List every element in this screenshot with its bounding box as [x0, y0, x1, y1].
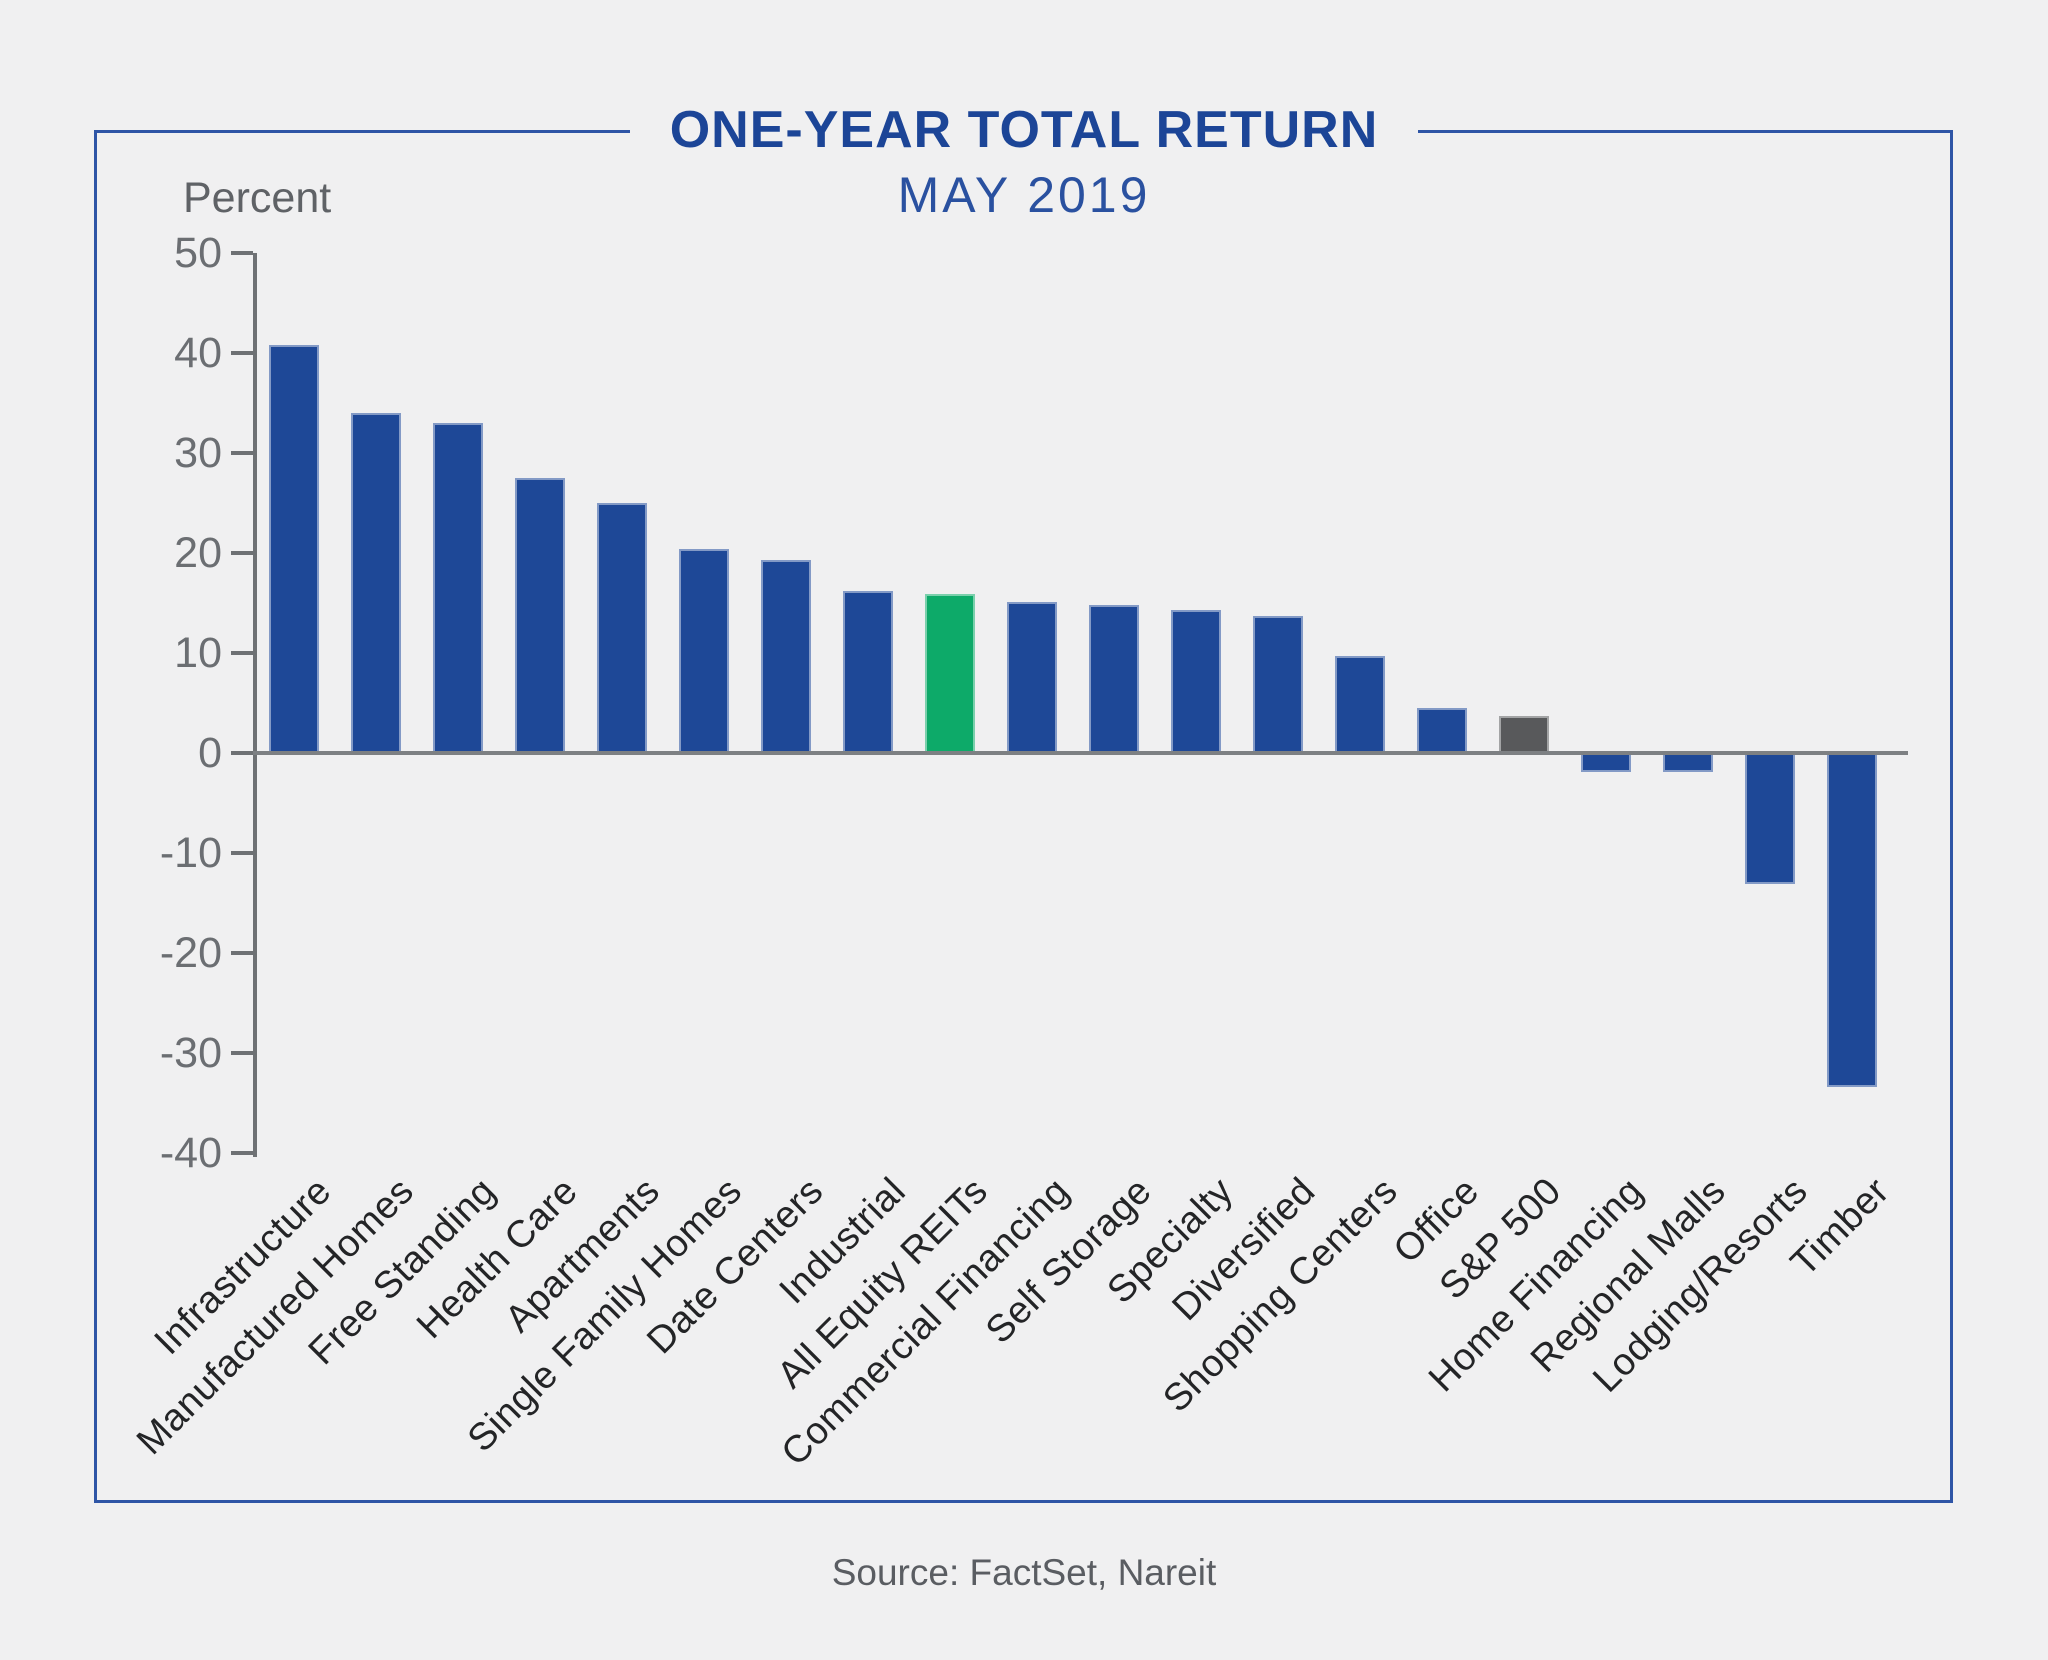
source-note: Source: FactSet, Nareit [831, 1552, 1217, 1593]
y-tick-label: 30 [174, 429, 222, 477]
y-tick-label: -20 [159, 929, 222, 977]
y-tick-label: -40 [159, 1129, 222, 1177]
y-tick-label: 10 [174, 629, 222, 677]
bar-specialty [1171, 610, 1221, 753]
y-tick [231, 451, 253, 455]
zero-axis-line [253, 751, 1908, 755]
bar-apartments [597, 503, 647, 753]
y-axis-title: Percent [183, 174, 332, 222]
y-tick [231, 351, 253, 355]
y-tick-label: -30 [159, 1029, 222, 1077]
bar-office [1417, 708, 1467, 753]
bar-manufactured-homes [351, 413, 401, 753]
y-tick [231, 951, 253, 955]
bar-free-standing [433, 423, 483, 753]
bar-s-p-500 [1499, 716, 1549, 753]
bar-date-centers [761, 560, 811, 753]
y-tick [231, 1151, 253, 1155]
bar-home-financing [1581, 753, 1631, 772]
bar-commercial-financing [1007, 602, 1057, 753]
bar-lodging-resorts [1745, 753, 1795, 884]
bar-infrastructure [269, 345, 319, 753]
y-tick [231, 651, 253, 655]
y-tick [231, 1051, 253, 1055]
y-tick-label: 20 [174, 529, 222, 577]
bar-health-care [515, 478, 565, 753]
bar-self-storage [1089, 605, 1139, 753]
y-tick [231, 251, 253, 255]
chart-subtitle: MAY 2019 [897, 167, 1151, 223]
chart-title: ONE-YEAR TOTAL RETURN [629, 103, 1419, 157]
bar-diversified [1253, 616, 1303, 753]
y-axis-line [253, 253, 257, 1157]
bar-shopping-centers [1335, 656, 1385, 753]
y-tick [231, 851, 253, 855]
y-tick-label: -10 [159, 829, 222, 877]
bar-all-equity-reits [925, 594, 975, 753]
y-tick-label: 40 [174, 329, 222, 377]
bar-timber [1827, 753, 1877, 1087]
y-tick-label: 50 [174, 229, 222, 277]
y-tick-label: 0 [198, 729, 222, 777]
y-tick [231, 751, 253, 755]
title-row: ONE-YEAR TOTAL RETURN [0, 103, 2048, 170]
bar-regional-malls [1663, 753, 1713, 772]
bar-industrial [843, 591, 893, 753]
bar-single-family-homes [679, 549, 729, 753]
y-tick [231, 551, 253, 555]
